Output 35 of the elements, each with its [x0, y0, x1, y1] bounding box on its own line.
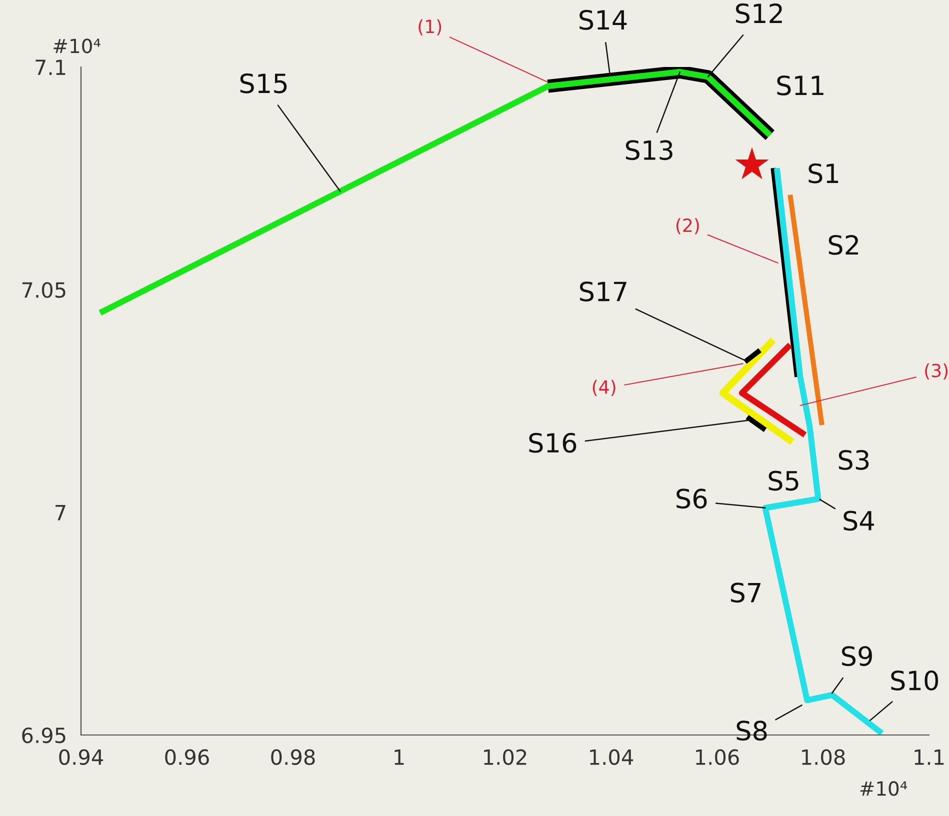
x-tick-label: 0.94 [59, 749, 104, 766]
annotation: S12 [736, 3, 782, 24]
annotation: S13 [626, 140, 672, 160]
annotation: S14 [580, 10, 627, 30]
annotation: S15 [240, 73, 287, 94]
text: #10⁴ [860, 781, 908, 796]
y-tick-label: 7.1 [36, 60, 66, 75]
annotation: S16 [529, 432, 576, 453]
annotation: S1 [808, 163, 838, 184]
annotation: S4 [844, 510, 874, 531]
y-tick-label: 6.95 [22, 727, 66, 744]
x-tick-label: 1.02 [484, 749, 526, 766]
x-tick-label: 1 [394, 750, 404, 765]
annotation: (4) [592, 380, 616, 396]
annotation: S6 [676, 488, 707, 509]
y-tick-label: 7.05 [22, 282, 66, 298]
annotation: S11 [777, 75, 824, 96]
x-tick-label: 0.98 [271, 749, 315, 766]
annotation: (3) [925, 363, 948, 380]
annotation: (1) [418, 19, 442, 36]
annotation: S2 [828, 234, 858, 255]
y-tick-label: 7 [56, 505, 66, 520]
annotation: S5 [768, 470, 798, 491]
annotation: (2) [676, 218, 699, 234]
annotation: S17 [580, 282, 626, 302]
annotation: S3 [838, 450, 869, 470]
annotation: S7 [730, 582, 760, 603]
annotation: S10 [891, 670, 938, 690]
x-tick-label: 0.96 [165, 749, 209, 766]
x-tick-label: 1.1 [914, 750, 944, 765]
x-tick-label: 1.04 [590, 749, 634, 766]
text: #10⁴ [54, 38, 100, 54]
annotation: S9 [842, 646, 872, 666]
x-tick-label: 1.06 [696, 749, 739, 766]
x-tick-label: 1.08 [802, 749, 845, 766]
